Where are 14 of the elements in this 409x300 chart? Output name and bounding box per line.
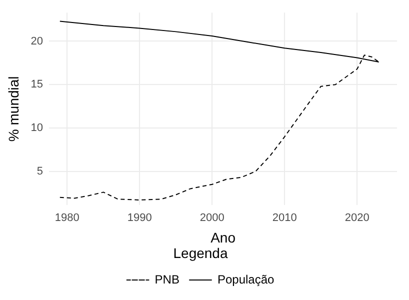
y-axis-title: % mundial: [5, 76, 22, 142]
y-tick-label: 5: [36, 165, 44, 178]
legend-title: Legenda: [173, 245, 228, 262]
y-tick-label: 20: [30, 35, 44, 48]
x-tick-label: 2010: [272, 212, 297, 224]
y-tick-label: 10: [30, 122, 44, 134]
x-tick-label: 2000: [200, 212, 224, 224]
x-tick-label: 1980: [54, 212, 80, 224]
x-axis-title: Ano: [210, 230, 236, 246]
x-tick-label: 1990: [127, 212, 152, 224]
x-tick-label: 2020: [344, 212, 370, 224]
legend-label: PNB: [154, 272, 180, 286]
y-tick-label: 15: [30, 78, 44, 91]
legend-label: População: [217, 272, 275, 286]
